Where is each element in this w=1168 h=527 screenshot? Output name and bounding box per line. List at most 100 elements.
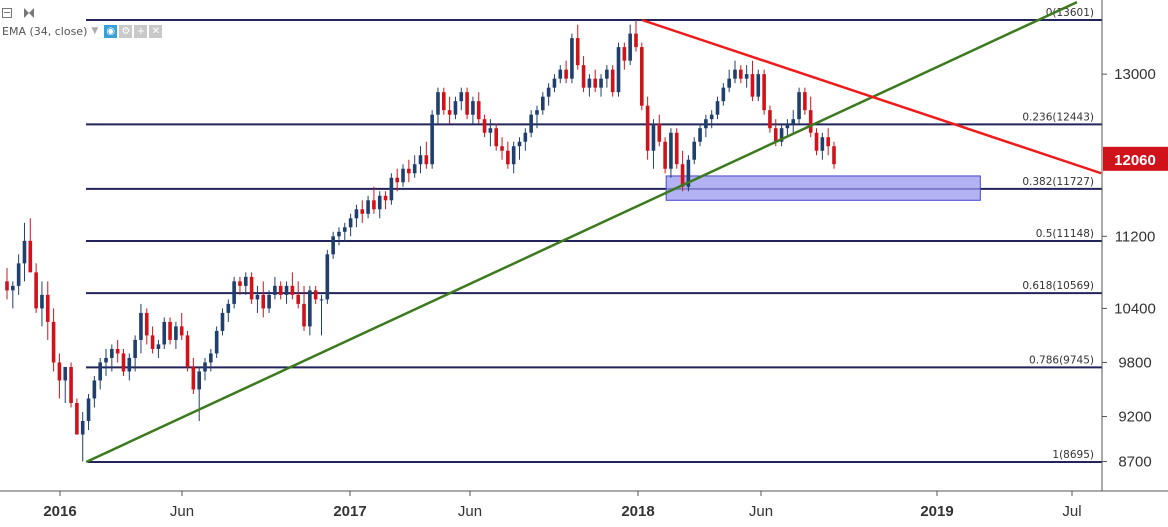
support-zone-layer xyxy=(665,175,981,201)
candle-body xyxy=(342,227,347,232)
candle-body xyxy=(331,236,335,255)
candle-body xyxy=(744,74,749,79)
trendline-uptrend xyxy=(85,0,1078,464)
candle-body xyxy=(558,69,563,79)
candle-body xyxy=(686,159,691,187)
candle-body xyxy=(255,294,260,300)
candle-body xyxy=(482,119,487,133)
x-tick-label: 2017 xyxy=(333,503,366,520)
candle-body xyxy=(407,168,411,174)
candle-body xyxy=(651,123,656,151)
candle-body xyxy=(80,421,85,435)
candle-body xyxy=(51,321,56,363)
fib-label: 1(8695) xyxy=(1052,449,1094,461)
candle-body xyxy=(465,92,469,115)
candle-body xyxy=(727,78,731,88)
candle-body xyxy=(663,141,667,169)
candle-body xyxy=(523,132,528,142)
candle-body xyxy=(820,137,825,151)
candle-body xyxy=(581,65,586,88)
candle-body xyxy=(797,92,801,120)
trendlines xyxy=(85,0,1102,464)
candle-body xyxy=(278,285,283,295)
candle-body xyxy=(366,200,370,214)
current-price-label: 12060 xyxy=(1114,152,1156,169)
candle-body xyxy=(86,398,91,422)
candle-body xyxy=(174,326,178,340)
candle-body xyxy=(529,114,533,133)
candle-body xyxy=(540,96,545,111)
candle-body xyxy=(401,168,405,183)
candle-body xyxy=(657,123,662,142)
candle-body xyxy=(791,119,796,124)
y-tick-label: 9800 xyxy=(1118,354,1151,371)
eye-icon[interactable]: ◉ xyxy=(104,24,118,38)
candle-body xyxy=(319,299,324,301)
candle-body xyxy=(494,128,499,147)
candle-body xyxy=(645,105,650,151)
candle-body xyxy=(226,303,231,313)
candle-body xyxy=(808,110,813,133)
collapse-panel-icon[interactable] xyxy=(2,8,12,18)
x-tick-label: Jun xyxy=(458,503,482,520)
candle-body xyxy=(680,164,685,187)
candle-body xyxy=(63,366,68,381)
candle-body xyxy=(587,78,592,88)
candle-body xyxy=(768,110,772,129)
candle-body xyxy=(453,101,458,115)
candle-body xyxy=(441,92,446,111)
candle-body xyxy=(296,294,301,304)
candle-body xyxy=(383,195,388,201)
candle-body xyxy=(162,321,167,345)
indicator-label[interactable]: EMA (34, close) xyxy=(2,24,88,38)
candles xyxy=(5,20,836,462)
candle-body xyxy=(115,348,120,354)
candle-body xyxy=(826,137,830,147)
candle-body xyxy=(546,87,551,97)
candle-body xyxy=(430,114,434,165)
candle-body xyxy=(476,101,481,120)
candle-body xyxy=(389,177,394,201)
candle-body xyxy=(308,290,312,327)
candle-body xyxy=(552,78,557,88)
candle-body xyxy=(779,128,784,142)
candle-body xyxy=(412,164,417,174)
candle-body xyxy=(104,357,108,363)
indicator-dropdown-icon[interactable]: ▼ xyxy=(91,26,99,36)
settings-icon[interactable]: ⚙ xyxy=(119,24,133,38)
candle-body xyxy=(348,218,353,228)
candle-body xyxy=(197,371,201,390)
candle-body xyxy=(261,294,266,309)
candle-body xyxy=(16,263,21,286)
candle-body xyxy=(575,38,580,66)
candle-body xyxy=(325,254,330,300)
candle-body xyxy=(377,195,382,210)
candle-body xyxy=(28,240,33,273)
x-tick-label: 2018 xyxy=(621,503,654,520)
candle-body xyxy=(110,348,114,358)
support-zone xyxy=(665,175,981,201)
candle-body xyxy=(185,335,190,367)
candle-body xyxy=(220,312,225,331)
candle-body xyxy=(209,353,213,363)
close-icon[interactable]: ✕ xyxy=(149,24,163,38)
x-tick-label: 2016 xyxy=(43,503,76,520)
candle-body xyxy=(698,128,702,142)
candle-body xyxy=(756,74,761,97)
flag-icon[interactable] xyxy=(24,8,34,18)
candle-body xyxy=(500,146,504,151)
candle-body xyxy=(605,69,609,79)
candle-body xyxy=(488,128,493,133)
candle-body xyxy=(156,344,161,349)
candle-body xyxy=(564,69,568,79)
candle-body xyxy=(506,150,510,165)
x-tick-label: Jun xyxy=(749,503,773,520)
candle-body xyxy=(622,47,627,61)
plus-icon[interactable]: + xyxy=(134,24,148,38)
x-tick-label: Jul xyxy=(1062,503,1081,520)
candle-body xyxy=(232,281,236,304)
candle-body xyxy=(22,240,27,264)
candle-body xyxy=(424,155,429,165)
